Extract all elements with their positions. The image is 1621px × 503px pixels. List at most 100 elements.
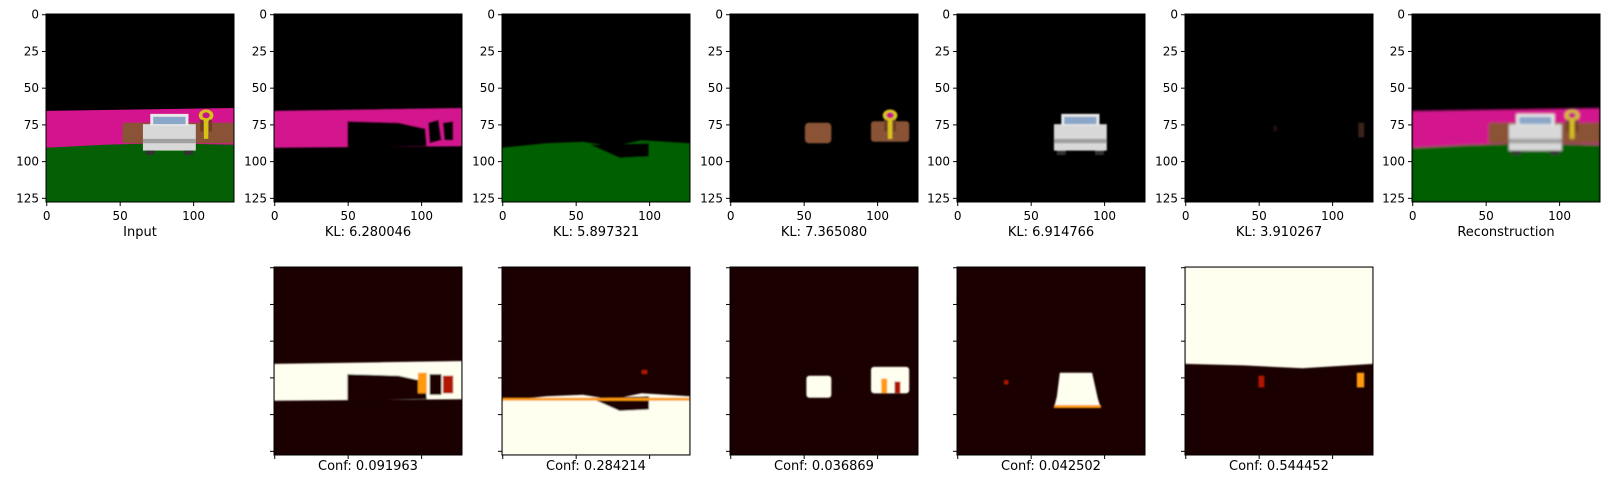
y-tick-label: 50 [935,81,950,95]
heat-edge [502,397,690,401]
sign-shape [1564,109,1580,139]
y-tick-label: 0 [259,8,267,22]
heat-hole [429,374,442,395]
y-tick-label: 50 [480,81,495,95]
x-tick-label: 100 [1548,209,1571,223]
y-tick-label: 0 [942,8,950,22]
car-bumper [142,138,196,144]
panel-background [957,267,1145,455]
y-tick-label: 50 [24,81,39,95]
axes-frame [1184,266,1374,456]
scene-layers [46,108,234,202]
top-panel-1: 0 25 50 75 100 125 0 50 100 Input [16,8,235,240]
y-tick-label: 50 [708,81,723,95]
heat-high-rock [806,375,832,398]
axes-frame [729,266,919,456]
y-tick-label: 25 [1390,44,1405,58]
sign-frame [209,119,212,132]
green-ground [46,143,234,202]
panel-caption: KL: 5.897321 [553,225,639,240]
panel-image [274,14,462,202]
car-wheel [1056,150,1066,155]
y-tick-label: 125 [1155,191,1178,205]
objects-layer [804,109,910,144]
green-ground [502,140,690,202]
y-tick-label: 25 [708,44,723,58]
x-tick-label: 100 [1321,209,1344,223]
y-tick-label: 125 [700,191,723,205]
y-tick-label: 0 [1170,8,1178,22]
heat-low [894,381,901,394]
x-tick-label: 0 [43,209,51,223]
heat-low [641,369,648,375]
y-tick-label: 75 [935,118,950,132]
top-panel-5: 0 25 50 75 100 125 0 50 100 KL: 6.914766 [927,8,1146,240]
panel-image [274,267,462,455]
axes-frame [956,266,1146,456]
faint-blob [1358,122,1365,138]
y-tick-label: 100 [16,155,39,169]
top-panel-4: 0 25 50 75 100 125 0 50 100 KL: 7.365080 [700,8,919,240]
sign-center [1568,112,1576,119]
axes-frame [729,13,919,203]
green-ground [1412,143,1600,202]
axes-frame [45,13,235,203]
heat-layer [806,366,910,398]
panel-background [957,14,1145,202]
axes-frame [1184,13,1374,203]
y-tick-label: 25 [480,44,495,58]
panel-image [502,267,690,455]
x-tick-label: 0 [271,209,279,223]
y-tick-label: 50 [252,81,267,95]
panel-caption: KL: 6.914766 [1008,225,1094,240]
top-panel-6: 0 25 50 75 100 125 0 50 100 KL: 3.910267 [1155,8,1374,240]
faint-blob [1273,125,1278,132]
panel-caption: KL: 7.365080 [781,225,867,240]
x-tick-label: 50 [1024,209,1039,223]
sign-pole [887,119,893,139]
axes-frame [501,266,691,456]
heat-low [1004,380,1009,385]
y-tick-label: 100 [244,155,267,169]
x-tick-label: 100 [182,209,205,223]
x-tick-label: 100 [1093,209,1116,223]
y-tick-label: 25 [252,44,267,58]
y-tick-label: 0 [1397,8,1405,22]
y-tick-label: 125 [16,191,39,205]
panel-caption: Conf: 0.284214 [546,459,646,474]
sign-frame [893,119,896,132]
panel-caption: KL: 3.910267 [1236,225,1322,240]
y-tick-label: 125 [244,191,267,205]
sign-center [202,112,210,119]
car-body [142,124,196,151]
heat-mid [417,372,427,394]
car-shape [1053,113,1107,155]
panel-background [274,14,462,202]
panel-image [1185,14,1373,202]
panel-image [730,14,918,202]
car-wheel [1095,150,1104,155]
axes-frame [1411,13,1601,203]
car-windshield [1519,116,1552,125]
car-shape [142,113,196,155]
y-tick-label: 125 [472,191,495,205]
heat-high-rock [871,366,910,394]
y-tick-label: 25 [935,44,950,58]
top-panel-7: 0 25 50 75 100 125 0 50 100 Reconstruction [1382,8,1601,240]
x-tick-label: 100 [638,209,661,223]
car-layer [1053,113,1107,155]
panel-caption: Conf: 0.036869 [774,459,874,474]
car-wheel [184,150,193,155]
y-tick-label: 25 [1163,44,1178,58]
top-row-panels: 0 25 50 75 100 125 0 50 100 Input 0 25 50 75 100 125 0 50… [16,8,1601,240]
y-tick-label: 50 [1390,81,1405,95]
y-tick-label: 125 [1382,191,1405,205]
ground-hole [590,143,649,158]
car-wheel [1511,150,1521,155]
band-hole [442,121,454,141]
top-panel-3: 0 25 50 75 100 125 0 50 100 KL: 5.897321 [472,8,691,240]
sign-shape [882,109,898,139]
y-tick-label: 100 [1155,155,1178,169]
panel-image [1412,14,1600,202]
